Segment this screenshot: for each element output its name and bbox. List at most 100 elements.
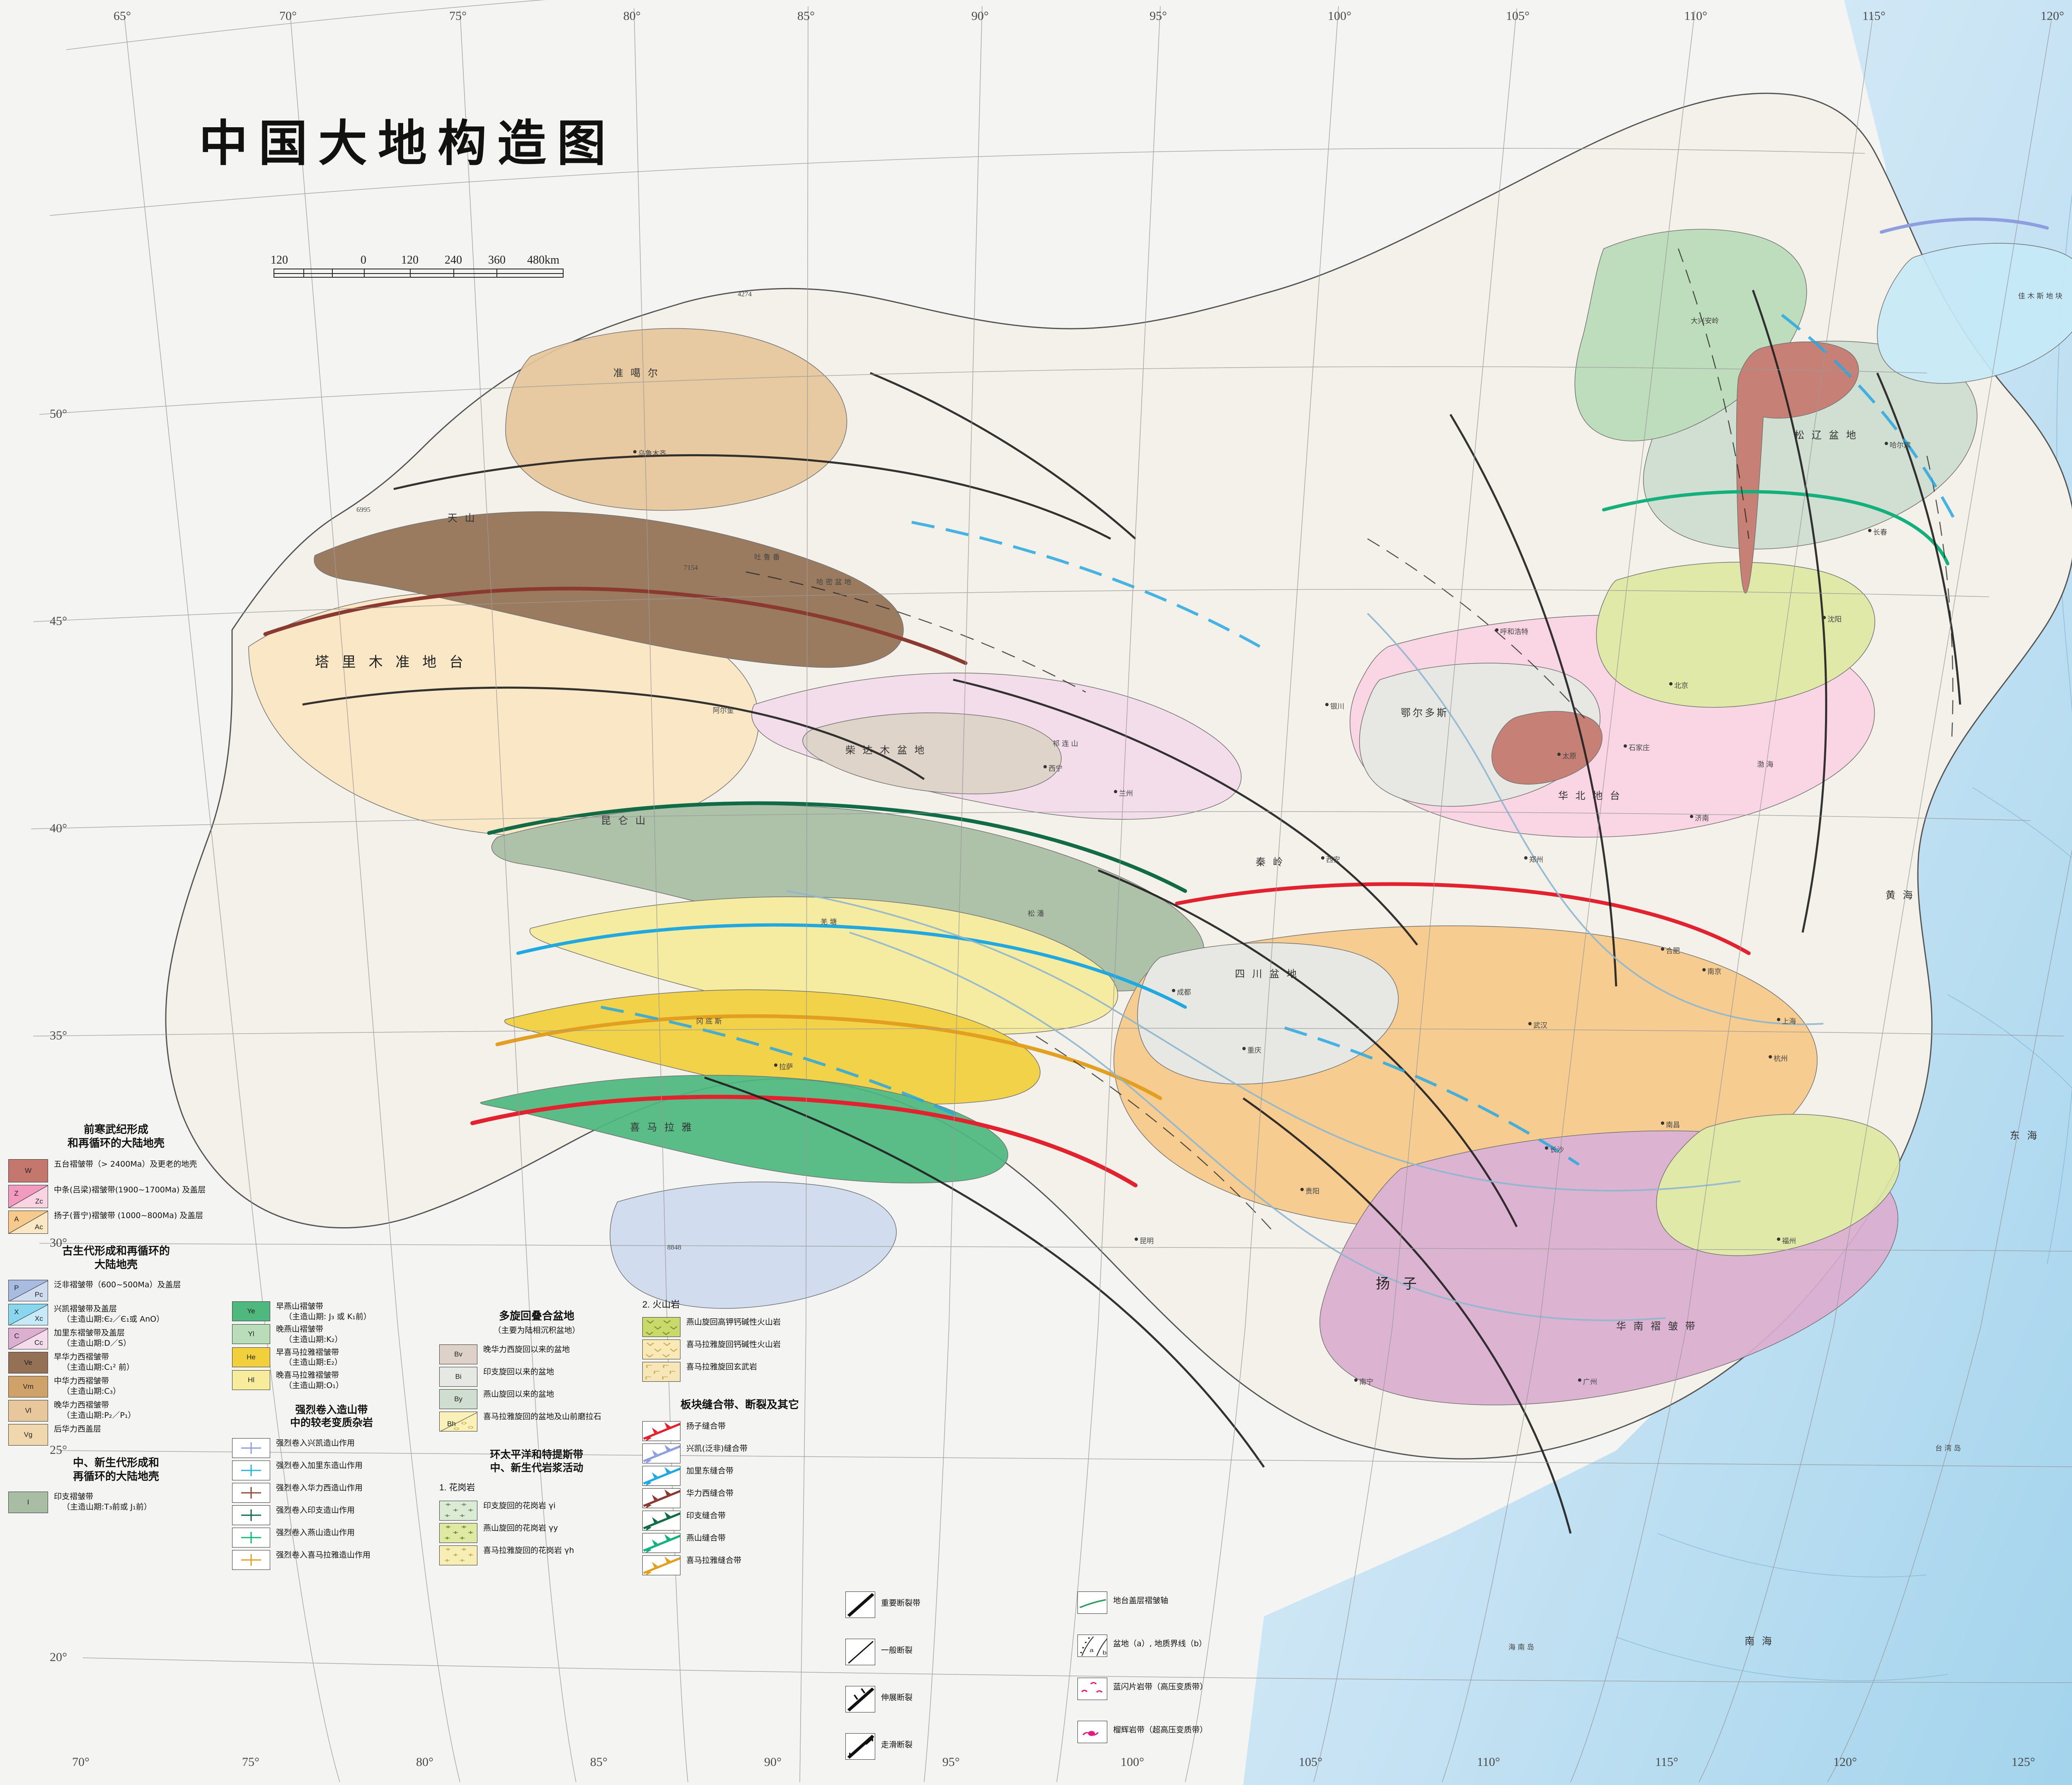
legend-item[interactable]: 强烈卷入印支造山作用 — [232, 1505, 431, 1525]
longitude-tick-label: 80° — [623, 9, 641, 23]
legend-item[interactable]: Z Zc 中条(吕梁)褶皱带(1900~1700Ma) 及盖层 — [8, 1185, 224, 1208]
legend-item[interactable]: Vl 晚华力西褶皱带 （主造山期:P₂／P₁） — [8, 1400, 224, 1422]
legend-item[interactable]: 一般断裂 — [845, 1639, 1036, 1665]
basin-label: 扬 子 — [1376, 1276, 1421, 1292]
legend-label: 榴辉岩带（超高压变质带） — [1113, 1725, 1208, 1734]
legend-item[interactable]: Hl 晚喜马拉雅褶皱带 （主造山期:O₁） — [232, 1370, 431, 1390]
basin-label: 柴 达 木 盆 地 — [845, 744, 927, 756]
swatch-volcanic-himalayan — [642, 1339, 680, 1359]
city-label: 乌鲁木齐 — [638, 450, 666, 458]
swatch-granite-himalayan — [439, 1545, 477, 1565]
legend-item[interactable]: 重要断裂带 — [845, 1591, 1036, 1618]
legend-head-paleozoic: 古生代形成和再循环的 大陆地壳 — [62, 1245, 170, 1271]
legend-item[interactable]: Vg 后华力西盖层 — [8, 1424, 224, 1446]
city-dot — [1043, 765, 1047, 768]
legend-item[interactable]: 燕山缝合带 — [642, 1533, 837, 1553]
legend-label: 喜马拉雅旋回玄武岩 — [686, 1362, 758, 1371]
legend-item[interactable]: 兴凯(泛非)缝合带 — [642, 1443, 837, 1463]
longitude-tick-label: 70° — [72, 1755, 90, 1769]
legend-item[interactable]: 喜马拉雅旋回玄武岩 — [642, 1362, 837, 1382]
legend-item[interactable]: 印支缝合带 — [642, 1510, 837, 1531]
legend-item[interactable]: Ye 早燕山褶皱带 （主造山期: J₃ 或 K₁前） — [232, 1301, 431, 1322]
swatch-cross-caledonian — [232, 1460, 270, 1480]
city-label: 南京 — [1707, 968, 1721, 976]
legend-column-4: 2. 火山岩 燕山旋回高钾钙碱性火山岩 喜马拉雅旋回钙碱性火山岩 — [642, 1297, 837, 1578]
city-dot — [1669, 682, 1673, 685]
city-label: 哈尔滨 — [1890, 441, 1911, 450]
scale-bar: 120 0 120 240 360 480km — [271, 254, 564, 278]
peak-elevation-label: 4274 — [738, 290, 752, 298]
legend-item[interactable]: 喜马拉雅旋回的花岗岩 γh — [439, 1545, 634, 1565]
swatch-strikeslip-fault — [845, 1733, 875, 1760]
legend-item[interactable]: W 五台褶皱带（> 2400Ma）及更老的地壳 — [8, 1159, 224, 1182]
legend-item[interactable]: 燕山旋回高钾钙碱性火山岩 — [642, 1317, 837, 1337]
legend-item[interactable]: I 印支褶皱带 （主造山期:T₃前或 J₁前） — [8, 1492, 224, 1513]
longitude-tick-label: 105° — [1299, 1755, 1322, 1769]
legend-label: 蓝闪片岩带（高压变质带） — [1113, 1682, 1208, 1691]
city-dot — [1242, 1047, 1246, 1050]
range-label: 阿尔金 — [713, 707, 734, 715]
legend-item[interactable]: 燕山旋回的花岗岩 γy — [439, 1523, 634, 1543]
city-dot — [1545, 1146, 1548, 1150]
swatch-cross-yanshanian — [232, 1528, 270, 1548]
legend-item[interactable]: Yl 晚燕山褶皱带 （主造山期:K₂） — [232, 1324, 431, 1344]
latitude-tick-label: 25° — [50, 1443, 67, 1457]
basin-label: 松 辽 盆 地 — [1794, 429, 1858, 441]
swatch-eclogite — [1077, 1721, 1107, 1743]
legend-label: 晚喜马拉雅褶皱带 （主造山期:O₁） — [276, 1371, 344, 1390]
legend-item[interactable]: By 燕山旋回以来的盆地 — [439, 1389, 634, 1410]
swatch-cross-indosinian — [232, 1505, 270, 1525]
legend-item[interactable]: 地台盖层褶皱轴 — [1077, 1591, 1310, 1614]
latitude-tick-label: 35° — [50, 1029, 67, 1042]
legend-item[interactable]: 伸展断裂 — [845, 1686, 1036, 1712]
legend-item[interactable]: 扬子缝合带 — [642, 1421, 837, 1441]
legend-item[interactable]: 喜马拉雅缝合带 — [642, 1555, 837, 1575]
range-label: 羌 塘 — [821, 918, 837, 926]
legend-item[interactable]: P Pc 泛非褶皱带（600~500Ma）及盖层 — [8, 1280, 224, 1301]
legend-item[interactable]: 强烈卷入华力西造山作用 — [232, 1483, 431, 1503]
legend-item[interactable]: 强烈卷入喜马拉雅造山作用 — [232, 1550, 431, 1570]
legend-item[interactable]: 喜马拉雅旋回钙碱性火山岩 — [642, 1339, 837, 1359]
swatch-W: W — [8, 1159, 48, 1182]
legend-item[interactable]: He 早喜马拉雅褶皱带 （主造山期:E₂） — [232, 1347, 431, 1368]
legend-subhead-basins: （主要为陆相沉积盆地） — [493, 1326, 580, 1335]
legend-item[interactable]: Ve 早华力西褶皱带 （主造山期:C₁² 前） — [8, 1352, 224, 1373]
legend-item[interactable]: 强烈卷入兴凯造山作用 — [232, 1438, 431, 1458]
city-label: 长春 — [1873, 528, 1887, 537]
legend-item[interactable]: 强烈卷入加里东造山作用 — [232, 1460, 431, 1480]
swatch-suture-yanshanian — [642, 1533, 680, 1553]
swatch-fold-axis — [1077, 1591, 1107, 1614]
legend-label: 喜马拉雅缝合带 — [686, 1555, 742, 1565]
range-label: 秦 岭 — [1256, 856, 1285, 868]
city-dot — [1777, 1018, 1780, 1021]
swatch-Z-Zc: Z Zc — [8, 1185, 48, 1208]
city-dot — [1524, 856, 1527, 860]
legend-item[interactable]: 榴辉岩带（超高压变质带） — [1077, 1721, 1310, 1743]
legend-item[interactable]: 强烈卷入燕山造山作用 — [232, 1528, 431, 1548]
legend-item[interactable]: 蓝闪片岩带（高压变质带） — [1077, 1678, 1310, 1700]
legend-item[interactable]: 华力西缝合带 — [642, 1488, 837, 1508]
legend-item[interactable]: A Ac 扬子(晋宁)褶皱带 (1000~800Ma) 及盖层 — [8, 1211, 224, 1234]
longitude-tick-label: 105° — [1506, 9, 1530, 23]
sea-label: 海 南 岛 — [1508, 1643, 1534, 1652]
peak-elevation-label: 7154 — [684, 564, 698, 572]
legend-item[interactable]: Bh 喜马拉雅旋回的盆地及山前磨拉石 — [439, 1412, 634, 1432]
legend-label: 中条(吕梁)褶皱带(1900~1700Ma) 及盖层 — [54, 1185, 206, 1194]
legend-item[interactable]: Bv 晚华力西旋回以来的盆地 — [439, 1344, 634, 1365]
legend-item[interactable]: C Cc 加里东褶皱带及盖层 （主造山期:D／S） — [8, 1328, 224, 1349]
legend-item[interactable]: Bi 印支旋回以来的盆地 — [439, 1367, 634, 1387]
swatch-major-fault — [845, 1591, 875, 1618]
scale-tick-3: 240 — [445, 254, 462, 266]
legend-item[interactable]: 走滑断裂 — [845, 1733, 1036, 1760]
legend-item[interactable]: Vm 中华力西褶皱带 （主造山期:C₃） — [8, 1376, 224, 1397]
range-label: 昆 仑 山 — [601, 815, 648, 826]
legend-label: 早华力西褶皱带 （主造山期:C₁² 前） — [54, 1352, 134, 1372]
legend-item[interactable]: 印支旋回的花岗岩 γi — [439, 1500, 634, 1521]
swatch-P-Pc: P Pc — [8, 1280, 48, 1301]
legend-item[interactable]: 加里东缝合带 — [642, 1465, 837, 1486]
legend-item[interactable]: X Xc 兴凯褶皱带及盖层 （主造山期:Є₂／Є₁或 AnO） — [8, 1304, 224, 1325]
city-label: 北京 — [1674, 682, 1688, 690]
city-dot — [1661, 947, 1664, 951]
